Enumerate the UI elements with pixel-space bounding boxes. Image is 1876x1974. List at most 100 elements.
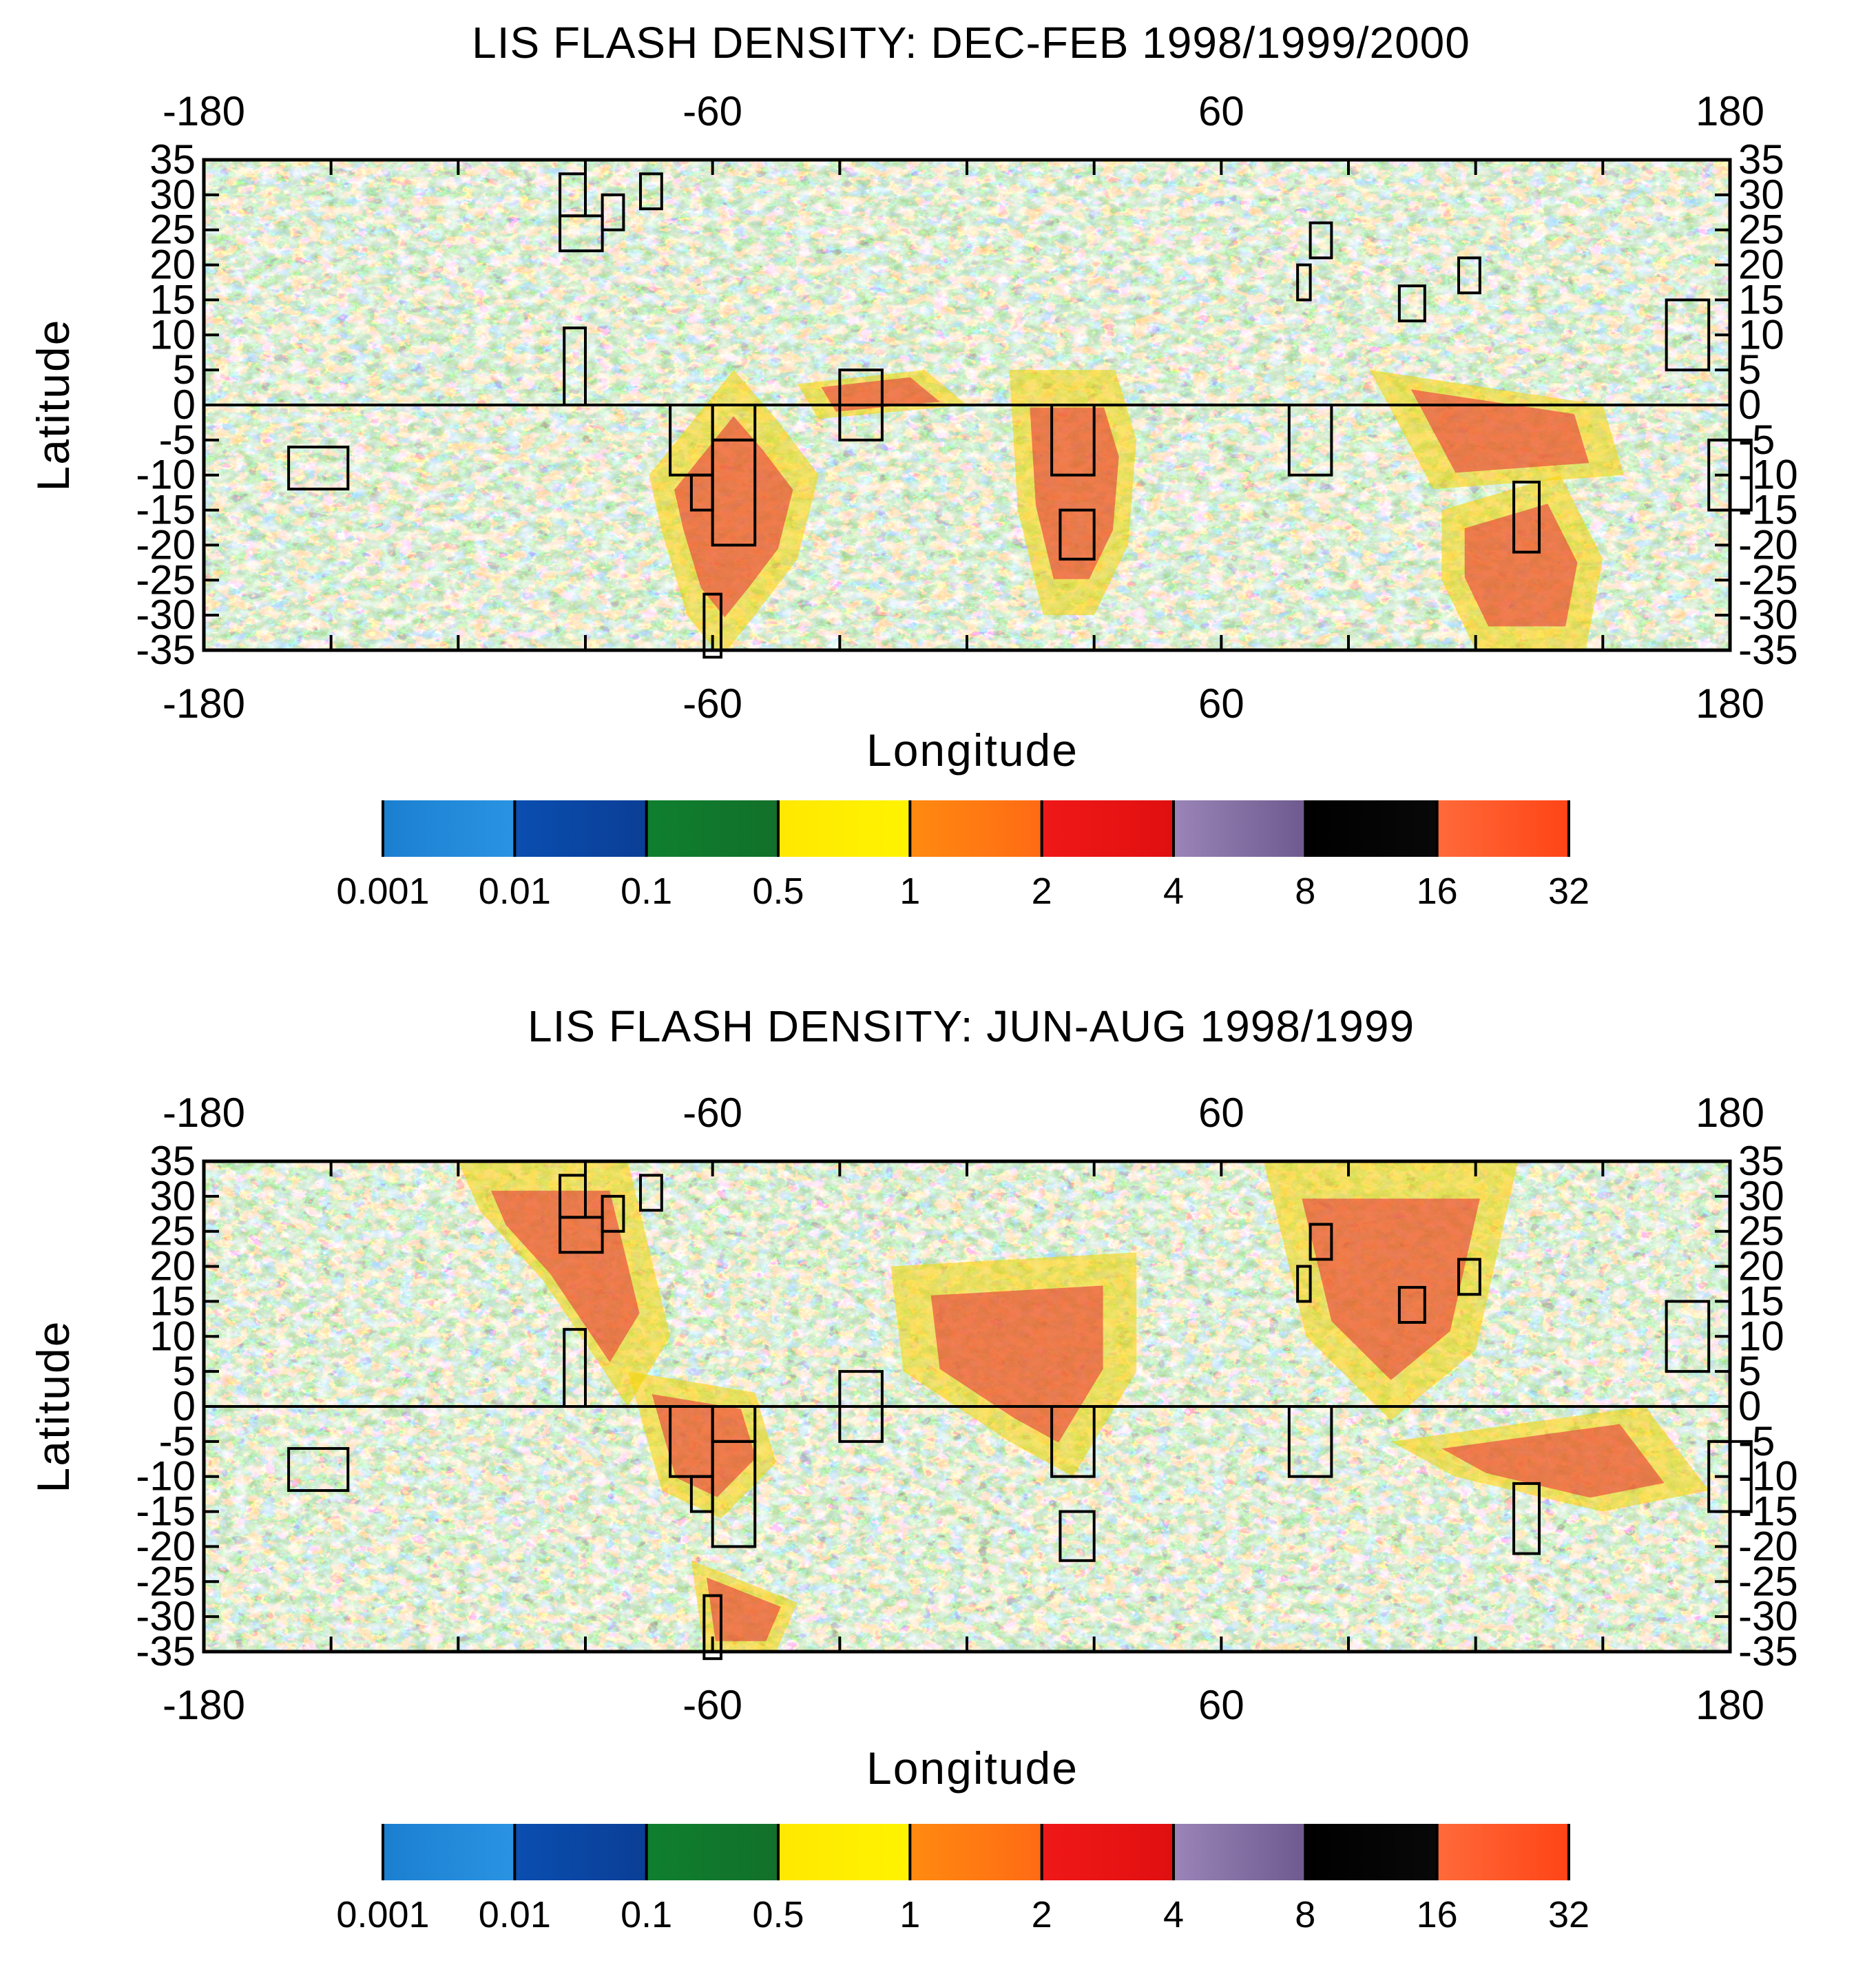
y-tick-label-left: 5 [173,1348,196,1394]
y-tick-label-left: 10 [149,1313,196,1359]
flash-density-map [204,160,1753,659]
y-tick-label-right: -10 [1738,1453,1798,1499]
colorbar-label: 0.001 [336,871,429,912]
colorbar-label: 8 [1295,871,1315,912]
y-tick-label-left: -10 [136,1453,196,1499]
y-tick-label-left: 15 [149,1278,196,1324]
x-tick-label-top: -180 [163,1090,245,1136]
y-tick-label-left: -10 [136,452,196,498]
y-tick-label-left: 30 [149,172,196,218]
y-tick-label-left: 20 [149,242,196,288]
region-box [838,1370,884,1443]
region-box [1296,263,1312,302]
y-tick-label-left: 15 [149,276,196,322]
y-tick-label-right: 10 [1738,311,1784,357]
region-box [1397,284,1426,322]
y-tick-label-left: 30 [149,1173,196,1219]
colorbar-label: 32 [1548,1894,1590,1935]
y-tick-label-right: -35 [1738,627,1798,673]
y-tick-label-right: 0 [1738,1383,1761,1429]
region-box [689,1475,714,1513]
colorbar: 0.001 0.01 0.1 0.5 1 2 4 8 16 32 [336,800,1590,912]
y-tick-label-right: 25 [1738,1208,1784,1254]
y-tick-label-left: -20 [136,1523,196,1569]
y-tick-label-left: -25 [136,557,196,603]
colorbar-label: 0.001 [336,1894,429,1935]
region-box [1309,1223,1333,1261]
colorbar-segment [1305,1824,1438,1880]
region-box [1512,1482,1541,1555]
panel-title: LIS FLASH DENSITY: JUN-AUG 1998/1999 [528,1001,1415,1051]
y-tick-label-right: -15 [1738,487,1798,533]
colorbar-segment [383,1824,515,1880]
y-tick-label-left: 0 [173,1383,196,1429]
colorbar-segment [1305,800,1438,857]
region-box [1457,1258,1481,1296]
x-tick-label-top: -60 [682,1090,742,1136]
x-tick-label-bottom: 60 [1198,1682,1244,1728]
x-tick-label-bottom: 180 [1696,680,1764,727]
colorbar-label: 4 [1163,871,1184,912]
y-tick-label-right: 30 [1738,1173,1784,1219]
region-box [1050,404,1096,477]
region-box [1287,404,1333,477]
y-tick-label-right: -20 [1738,521,1798,568]
x-tick-label-top: -60 [682,88,742,134]
y-tick-label-right: -10 [1738,452,1798,498]
colorbar-segment [514,1824,647,1880]
region-box [559,1216,604,1254]
colorbar-segment [514,800,647,857]
y-tick-label-right: -25 [1738,1558,1798,1604]
region-box [1457,256,1481,295]
colorbar-segment [910,1824,1043,1880]
y-tick-label-right: -5 [1738,417,1775,463]
y-tick-label-left: -30 [136,592,196,638]
region-box [639,172,663,211]
region-box [702,592,722,659]
x-tick-label-top: 60 [1198,88,1244,134]
colorbar-segment [1041,1824,1174,1880]
y-tick-label-left: -5 [159,417,196,463]
region-box [563,326,587,406]
region-box [601,193,625,231]
colorbar-label: 2 [1032,1894,1052,1935]
region-box [563,1328,587,1408]
y-tick-label-left: -25 [136,1558,196,1604]
panel-jja: LIS FLASH DENSITY: JUN-AUG 1998/1999 35 35… [28,1001,1798,1935]
y-tick-label-left: -15 [136,1488,196,1535]
y-tick-label-right: 15 [1738,1278,1784,1324]
region-box [689,473,714,512]
region-box [1309,221,1333,260]
y-axis-title: Latitude [28,1320,79,1493]
y-tick-label-left: -20 [136,521,196,568]
colorbar-segment [1174,800,1306,857]
colorbar-label: 2 [1032,871,1052,912]
y-tick-label-right: -35 [1738,1628,1798,1674]
colorbar-segment [778,800,910,857]
y-tick-label-right: 5 [1738,1348,1761,1394]
y-tick-label-left: 25 [149,1208,196,1254]
colorbar-segment [383,800,515,857]
y-tick-label-right: -25 [1738,557,1798,603]
x-tick-label-bottom: -180 [163,1682,245,1728]
region-box [559,214,604,253]
y-tick-label-left: 5 [173,346,196,393]
colorbar-segment [778,1824,910,1880]
panel-djf: LIS FLASH DENSITY: DEC-FEB 1998/1999/200… [28,18,1798,912]
y-tick-label-left: 25 [149,207,196,253]
x-tick-label-bottom: -60 [682,680,742,727]
y-tick-label-left: -35 [136,1628,196,1674]
colorbar-segment [646,1824,779,1880]
y-tick-label-right: 35 [1738,1138,1784,1184]
y-tick-label-right: -20 [1738,1523,1798,1569]
colorbar-segment [1041,800,1174,857]
y-tick-label-left: 0 [173,382,196,428]
region-box [702,1594,722,1661]
y-tick-label-right: 0 [1738,382,1761,428]
y-tick-label-right: 25 [1738,207,1784,253]
colorbar-label: 0.1 [621,1894,672,1935]
y-tick-label-right: 30 [1738,172,1784,218]
colorbar-label: 16 [1417,1894,1458,1935]
colorbar-segment [1437,1824,1570,1880]
